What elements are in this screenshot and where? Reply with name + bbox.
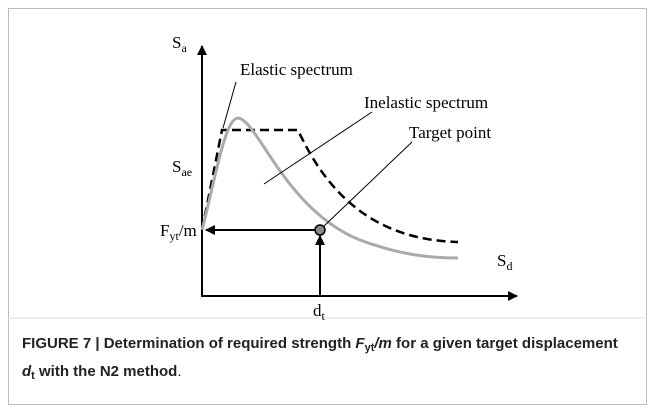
leader-line: [263, 111, 373, 185]
caption-text: /m: [374, 335, 392, 352]
label: Target point: [409, 123, 491, 142]
leader-line: [222, 81, 237, 129]
target-point: [314, 224, 326, 236]
caption: FIGURE 7 | Determination of required str…: [22, 332, 632, 388]
axis-label: Sd: [497, 251, 512, 273]
label: Inelastic spectrum: [364, 93, 488, 112]
elastic-curve: [200, 128, 459, 244]
inelastic-curve: [200, 116, 459, 260]
caption-text: F: [355, 335, 365, 352]
frame: [8, 8, 647, 405]
leader-line: [322, 141, 413, 228]
axis-label: Sa: [172, 33, 187, 55]
caption-text: yt: [364, 342, 375, 354]
label: dt: [313, 301, 326, 323]
caption-text: d: [22, 363, 32, 380]
caption-text: for a given target displacement: [391, 335, 618, 352]
caption-text: .: [177, 363, 182, 380]
caption-text: t: [31, 370, 35, 382]
label: Fyt/m: [160, 221, 197, 243]
caption-text: FIGURE 7 | Determination of required str…: [22, 335, 356, 352]
label: Sae: [172, 157, 192, 179]
caption-text: with the N2 method: [34, 363, 178, 380]
label: Elastic spectrum: [240, 60, 353, 79]
